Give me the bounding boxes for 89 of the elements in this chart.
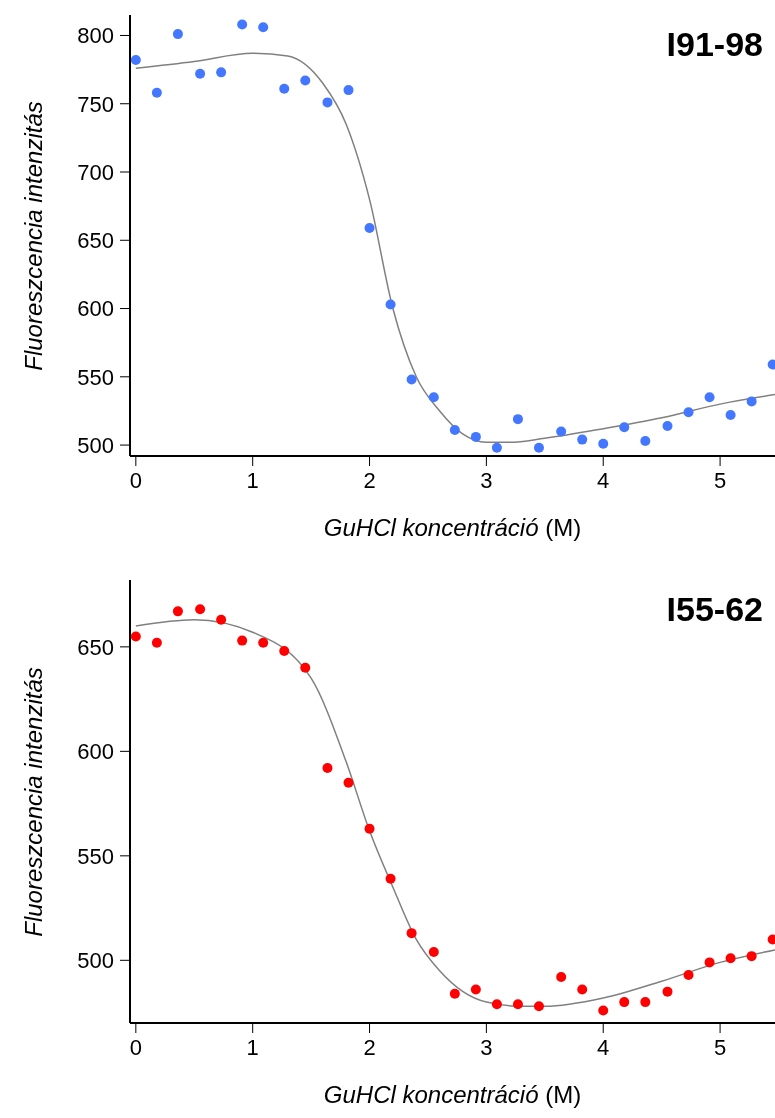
x-tick-label: 1 xyxy=(246,1034,259,1060)
point xyxy=(449,425,460,436)
point xyxy=(428,392,439,403)
point xyxy=(470,984,481,995)
x-tick-label: 4 xyxy=(597,467,610,493)
point xyxy=(172,606,183,617)
point xyxy=(258,22,269,33)
point xyxy=(640,435,651,446)
point xyxy=(151,637,162,648)
point xyxy=(279,646,290,657)
point xyxy=(725,410,736,421)
point xyxy=(130,631,141,642)
y-tick-label: 650 xyxy=(77,634,114,660)
point xyxy=(364,823,375,834)
point xyxy=(279,83,290,94)
point xyxy=(449,988,460,999)
point xyxy=(556,426,567,437)
point xyxy=(151,87,162,98)
point xyxy=(343,85,354,96)
x-tick-label: 3 xyxy=(480,467,493,493)
point xyxy=(216,614,227,625)
y-tick-label: 700 xyxy=(77,159,114,185)
point xyxy=(619,422,630,433)
x-tick-label: 4 xyxy=(597,1034,610,1060)
point xyxy=(491,999,502,1010)
point xyxy=(577,984,588,995)
point xyxy=(216,67,227,78)
point xyxy=(725,953,736,964)
point xyxy=(172,29,183,40)
point xyxy=(746,951,757,962)
x-tick-label: 3 xyxy=(480,1034,493,1060)
point xyxy=(130,55,141,66)
x-tick-label: 5 xyxy=(713,1034,727,1060)
point xyxy=(406,374,417,385)
x-axis-title: GuHCl koncentráció (M) xyxy=(323,514,582,541)
y-tick-label: 550 xyxy=(77,843,114,869)
point xyxy=(746,396,757,407)
x-tick-label: 0 xyxy=(129,1034,142,1060)
point xyxy=(322,97,333,108)
point xyxy=(470,431,481,442)
point xyxy=(237,19,248,30)
x-tick-label: 2 xyxy=(363,467,376,493)
y-tick-label: 500 xyxy=(77,948,114,974)
point xyxy=(300,75,311,86)
y-tick-label: 550 xyxy=(77,364,114,390)
point xyxy=(683,969,694,980)
point xyxy=(619,997,630,1008)
point xyxy=(258,637,269,648)
point xyxy=(428,946,439,957)
x-tick-label: 0 xyxy=(129,467,142,493)
y-axis-title: Fluoreszcencia intenzitás xyxy=(20,666,48,937)
point xyxy=(491,442,502,453)
y-tick-label: 800 xyxy=(77,23,114,49)
point xyxy=(512,414,523,425)
point xyxy=(704,957,715,968)
x-axis-title: GuHCl koncentráció (M) xyxy=(323,1081,582,1108)
y-tick-label: 600 xyxy=(77,296,114,322)
y-tick-label: 500 xyxy=(77,432,114,458)
y-tick-label: 600 xyxy=(77,739,114,765)
point xyxy=(364,222,375,233)
y-axis-title: Fluoreszcencia intenzitás xyxy=(20,100,48,371)
point xyxy=(322,763,333,774)
point xyxy=(237,635,248,646)
point xyxy=(598,438,609,449)
point xyxy=(300,662,311,673)
point xyxy=(195,604,206,615)
point xyxy=(512,999,523,1010)
x-tick-label: 2 xyxy=(363,1034,376,1060)
point xyxy=(556,972,567,983)
y-tick-label: 750 xyxy=(77,91,114,117)
y-tick-label: 650 xyxy=(77,228,114,254)
chart-title: I91-98 xyxy=(666,25,763,64)
point xyxy=(640,997,651,1008)
point xyxy=(683,407,694,418)
point xyxy=(385,873,396,884)
point xyxy=(385,299,396,310)
point xyxy=(662,420,673,431)
point xyxy=(577,434,588,445)
chart-title: I55-62 xyxy=(666,590,763,629)
point xyxy=(195,68,206,79)
point xyxy=(662,986,673,997)
point xyxy=(343,777,354,788)
point xyxy=(704,392,715,403)
x-tick-label: 1 xyxy=(246,467,259,493)
point xyxy=(533,442,544,453)
point xyxy=(533,1001,544,1012)
x-tick-label: 5 xyxy=(713,467,727,493)
point xyxy=(406,928,417,939)
point xyxy=(598,1005,609,1016)
